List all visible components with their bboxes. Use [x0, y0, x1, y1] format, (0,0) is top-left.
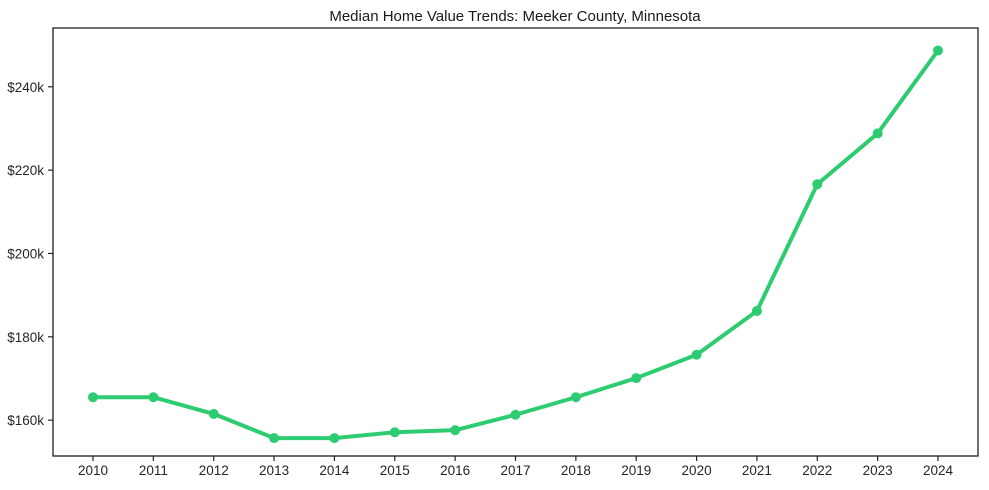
data-point: [691, 349, 702, 360]
data-point: [812, 179, 823, 190]
series-line: [91, 48, 940, 441]
plot-border: [52, 27, 979, 457]
y-tick-label: $180k: [7, 330, 44, 345]
y-tick-label: $160k: [7, 413, 44, 428]
x-tick-label: 2010: [78, 463, 108, 478]
x-tick-label: 2012: [199, 463, 229, 478]
data-point: [329, 433, 340, 444]
data-point: [88, 392, 98, 403]
data-point: [269, 433, 280, 444]
y-tick-label: $220k: [7, 163, 44, 178]
x-tick-label: 2021: [742, 463, 772, 478]
data-point: [208, 408, 219, 419]
x-tick-label: 2023: [863, 463, 893, 478]
data-point: [510, 409, 521, 420]
y-tick-label: $200k: [7, 246, 44, 261]
x-tick-label: 2018: [561, 463, 591, 478]
y-tick-label: $240k: [7, 80, 44, 95]
x-tick-label: 2024: [923, 463, 954, 478]
x-tick-label: 2020: [682, 463, 712, 478]
chart-title: Median Home Value Trends: Meeker County,…: [329, 8, 701, 25]
y-axis: $160k $180k $200k $220k $240k: [7, 80, 53, 428]
x-tick-label: 2011: [139, 463, 168, 478]
x-tick-label: 2016: [440, 463, 470, 478]
data-point: [631, 373, 642, 384]
x-tick-label: 2015: [380, 463, 410, 478]
data-point: [570, 392, 581, 403]
data-point: [148, 392, 159, 403]
data-series: [88, 45, 943, 444]
data-point: [450, 425, 461, 436]
data-point: [751, 305, 762, 316]
data-point: [389, 427, 400, 438]
x-tick-label: 2017: [500, 463, 530, 478]
x-tick-label: 2019: [621, 463, 651, 478]
data-point: [933, 45, 943, 56]
x-axis: 2010 2011 2012 2013 2014 2015 2016 2017 2018 2019…: [78, 456, 954, 478]
x-tick-label: 2022: [802, 463, 832, 478]
data-point: [872, 128, 883, 139]
x-tick-label: 2014: [319, 463, 350, 478]
x-tick-label: 2013: [259, 463, 289, 478]
